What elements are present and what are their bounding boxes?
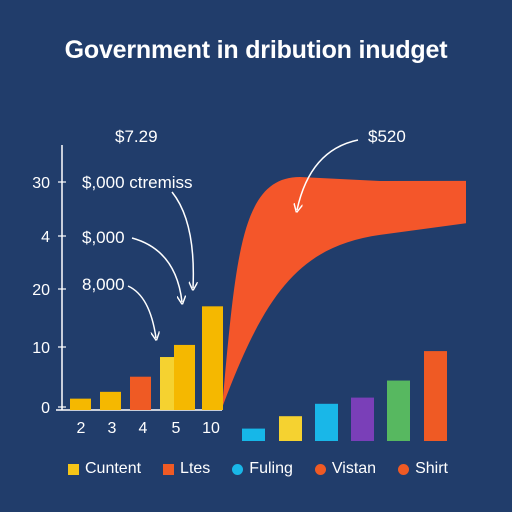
y-tick-label: 0 — [41, 400, 50, 417]
bar-left-3 — [130, 376, 151, 410]
y-tick-label: 20 — [32, 282, 50, 299]
legend-item: Cuntent — [68, 460, 141, 478]
legend-swatch — [398, 463, 410, 475]
annotation-line-2: $,000 — [82, 228, 125, 247]
legend-swatch — [163, 463, 175, 475]
bar-left-5 — [174, 344, 195, 410]
annotation-arrow-line-3 — [127, 285, 156, 338]
legend-label: Shirt — [415, 460, 448, 477]
legend-swatch — [68, 463, 79, 475]
x-tick-label: 2 — [77, 420, 86, 437]
legend-item: Fuling — [232, 460, 293, 478]
legend-swatch — [232, 463, 244, 475]
legend-label: Cuntent — [85, 460, 142, 477]
annotation-top-left: $7.29 — [115, 127, 158, 146]
legend-item: Shirt — [398, 460, 448, 478]
legend-swatch — [314, 463, 326, 475]
legend-label: Vistan — [331, 460, 377, 477]
annotation-arrow-line-1 — [171, 191, 193, 288]
area-series-shape — [222, 177, 466, 408]
bar-right-5 — [387, 380, 410, 441]
x-tick-label: 10 — [202, 420, 220, 437]
legend-label: Fuling — [249, 460, 293, 477]
legend-item: Vistan — [314, 460, 377, 478]
y-tick-label: 10 — [32, 340, 50, 357]
bar-left-1 — [70, 398, 91, 410]
chart-title: Government in dribution inudget — [64, 36, 448, 64]
annotation-arrow-line-2 — [131, 237, 182, 302]
bar-right-4 — [351, 397, 374, 441]
bar-left-6 — [202, 306, 223, 410]
y-tick-label: 30 — [32, 175, 50, 192]
chart-legend: Cuntent Ltes Fuling Vistan Shirt — [68, 460, 470, 478]
bar-right-3 — [315, 403, 338, 441]
annotation-line-1: $,000 ctremiss — [82, 173, 193, 192]
x-tick-label: 3 — [108, 420, 117, 437]
bar-left-4 — [160, 357, 174, 410]
annotation-top-right: $520 — [368, 127, 406, 146]
x-tick-label: 5 — [172, 420, 181, 437]
annotation-arrow-top-right — [297, 139, 359, 210]
legend-item: Ltes — [163, 460, 210, 478]
bar-right-1 — [242, 428, 265, 441]
x-tick-label: 4 — [139, 420, 148, 437]
bar-right-2 — [279, 416, 302, 441]
annotation-line-3: 8,000 — [82, 275, 125, 294]
legend-label: Ltes — [180, 460, 211, 477]
bar-left-2 — [100, 391, 121, 410]
y-tick-label: 4 — [41, 229, 50, 246]
bar-right-6 — [424, 351, 447, 441]
